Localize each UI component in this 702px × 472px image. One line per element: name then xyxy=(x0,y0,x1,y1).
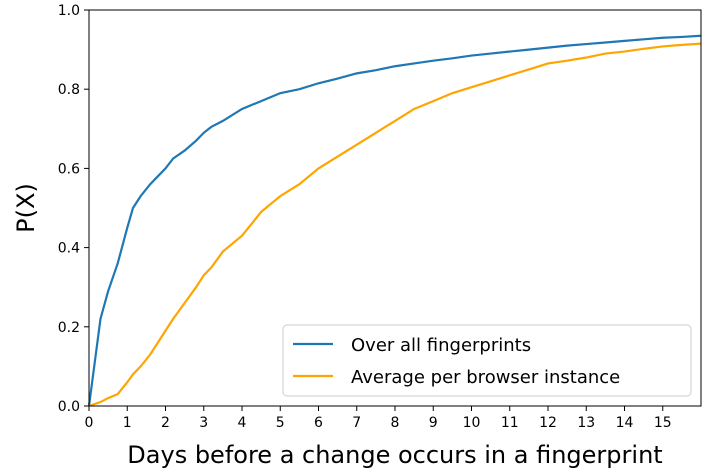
y-tick-label: 0.8 xyxy=(58,82,80,98)
x-tick-label: 7 xyxy=(352,415,361,431)
x-tick-label: 6 xyxy=(314,415,323,431)
x-tick-label: 10 xyxy=(463,415,481,431)
series-line xyxy=(87,34,702,407)
x-tick-label: 13 xyxy=(577,415,595,431)
y-axis-label: P(X) xyxy=(12,183,40,233)
x-tick-label: 12 xyxy=(539,415,557,431)
x-tick-label: 1 xyxy=(123,415,132,431)
x-tick-label: 11 xyxy=(501,415,519,431)
y-tick-label: 0.0 xyxy=(58,399,80,415)
x-tick-label: 4 xyxy=(238,415,247,431)
x-tick-label: 5 xyxy=(276,415,285,431)
x-tick-label: 8 xyxy=(391,415,400,431)
x-tick-label: 3 xyxy=(199,415,208,431)
x-tick-label: 14 xyxy=(616,415,634,431)
y-tick-label: 1.0 xyxy=(58,3,80,19)
y-tick-label: 0.2 xyxy=(58,320,80,336)
plot-frame xyxy=(88,9,702,407)
legend-label: Average per browser instance xyxy=(351,367,620,388)
y-tick-label: 0.6 xyxy=(58,161,80,177)
x-tick-label: 0 xyxy=(85,415,94,431)
x-tick-label: 15 xyxy=(654,415,672,431)
x-axis-label: Days before a change occurs in a fingerp… xyxy=(127,441,662,469)
legend-label: Over all fingerprints xyxy=(351,335,531,356)
x-tick-label: 2 xyxy=(161,415,170,431)
legend-box xyxy=(282,324,692,397)
x-tick-label: 9 xyxy=(429,415,438,431)
series-line xyxy=(88,42,702,408)
y-tick-label: 0.4 xyxy=(58,241,80,257)
